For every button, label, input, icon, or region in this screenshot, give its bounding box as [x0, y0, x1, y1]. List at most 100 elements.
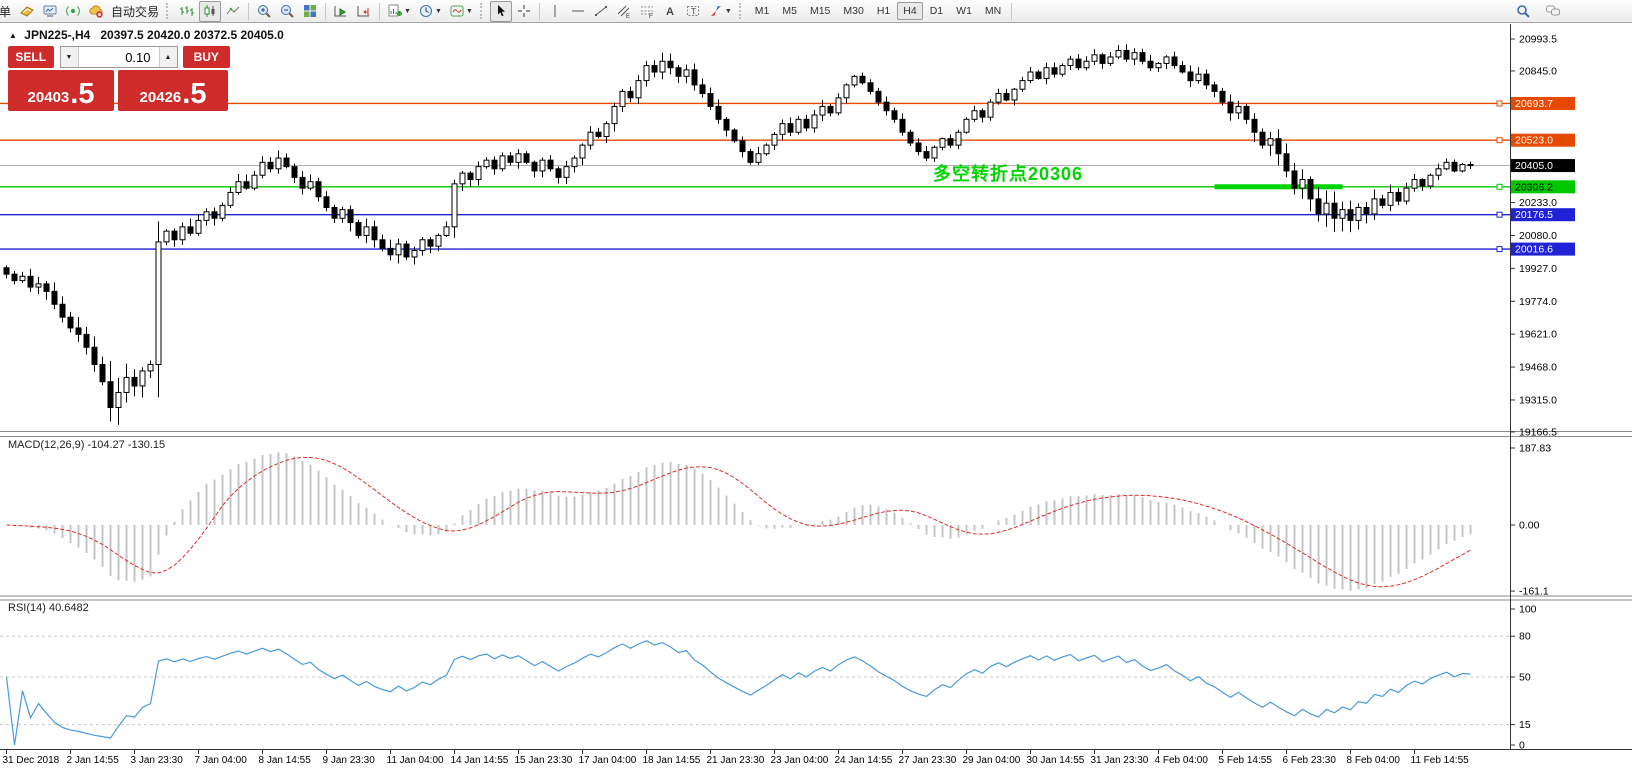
zoom-out-icon[interactable]	[276, 1, 298, 22]
toolbar-separator	[379, 2, 381, 20]
svg-text:29 Jan 04:00: 29 Jan 04:00	[963, 755, 1021, 766]
svg-text:T: T	[691, 7, 696, 16]
line-chart-icon[interactable]	[222, 1, 244, 22]
chat-icon[interactable]	[1542, 1, 1564, 22]
candlestick-chart-icon[interactable]	[199, 0, 222, 22]
buy-price-main: 20426	[139, 89, 182, 106]
svg-text:5 Feb 14:55: 5 Feb 14:55	[1219, 755, 1273, 766]
templates-icon[interactable]: ▼	[446, 1, 476, 22]
rsi-axis: 100 80 50 15 0	[1510, 604, 1537, 752]
svg-text:50: 50	[1519, 672, 1531, 684]
timeframe-h4[interactable]: H4	[897, 2, 923, 20]
horizontal-line-tool-icon[interactable]	[567, 1, 589, 22]
svg-text:18 Jan 14:55: 18 Jan 14:55	[643, 755, 701, 766]
svg-text:24 Jan 14:55: 24 Jan 14:55	[835, 755, 893, 766]
bar-chart-icon[interactable]	[176, 1, 198, 22]
arrows-tool-icon[interactable]: ▼	[705, 1, 735, 22]
history-book-icon[interactable]	[16, 1, 38, 22]
toolbar-separator	[248, 2, 250, 20]
chart-title: ▲ JPN225-,H4 20397.5 20420.0 20372.5 204…	[9, 28, 284, 42]
svg-text:20016.6: 20016.6	[1515, 244, 1553, 256]
sell-button[interactable]: SELL	[8, 46, 54, 68]
svg-text:27 Jan 23:30: 27 Jan 23:30	[899, 755, 957, 766]
sell-price-frac: .5	[70, 78, 95, 110]
svg-text:8 Feb 04:00: 8 Feb 04:00	[1347, 755, 1401, 766]
svg-text:17 Jan 04:00: 17 Jan 04:00	[579, 755, 637, 766]
toolbar-grip	[479, 3, 485, 19]
toolbar-separator	[325, 2, 327, 20]
price-axis: 20993.5 20845.0 20233.0 20080.0 19927.0 19774…	[1510, 34, 1557, 438]
svg-text:4 Feb 04:00: 4 Feb 04:00	[1155, 755, 1209, 766]
tile-windows-icon[interactable]	[299, 1, 321, 22]
periods-clock-icon[interactable]: ▼	[415, 1, 445, 22]
timeframe-mn[interactable]: MN	[984, 5, 1002, 17]
svg-text:-161.1: -161.1	[1519, 586, 1549, 598]
svg-text:8 Jan 14:55: 8 Jan 14:55	[259, 755, 312, 766]
svg-text:F: F	[649, 14, 653, 19]
signal-icon[interactable]	[62, 1, 84, 22]
volume-decrease-button[interactable]: ▼	[60, 47, 79, 67]
sell-price-button[interactable]: 20403 .5	[8, 70, 114, 111]
buy-button[interactable]: BUY	[182, 46, 230, 68]
svg-text:15 Jan 23:30: 15 Jan 23:30	[515, 755, 573, 766]
chart-menu-icon[interactable]: ▲	[9, 31, 17, 40]
timeframe-h1[interactable]: H1	[876, 5, 891, 17]
svg-text:31 Jan 23:30: 31 Jan 23:30	[1091, 755, 1149, 766]
svg-text:31 Dec 2018: 31 Dec 2018	[3, 755, 60, 766]
chart-shift-icon[interactable]	[353, 1, 375, 22]
svg-text:20080.0: 20080.0	[1519, 230, 1557, 242]
svg-text:20306.2: 20306.2	[1515, 181, 1553, 193]
svg-text:E: E	[626, 14, 630, 19]
text-label-tool-icon[interactable]: T	[682, 1, 704, 22]
svg-text:20523.0: 20523.0	[1515, 135, 1553, 147]
timeframe-w1[interactable]: W1	[956, 5, 972, 17]
trendline-tool-icon[interactable]	[590, 1, 612, 22]
macd-pane	[6, 452, 1472, 591]
volume-input[interactable]	[78, 47, 159, 67]
buy-price-button[interactable]: 20426 .5	[118, 70, 228, 111]
new-chart-icon[interactable]: ▼	[384, 1, 414, 22]
macd-indicator-label: MACD(12,26,9) -104.27 -130.15	[8, 439, 166, 451]
one-click-trading-panel: SELL ▼ ▲ BUY 20403 .5 20426 .5	[8, 46, 230, 111]
search-icon[interactable]	[1512, 1, 1534, 22]
toolbar-grip	[738, 3, 744, 19]
cursor-icon[interactable]	[489, 0, 512, 22]
timeframe-m1[interactable]: M1	[754, 5, 770, 17]
svg-text:30 Jan 14:55: 30 Jan 14:55	[1027, 755, 1085, 766]
svg-text:19166.5: 19166.5	[1519, 426, 1557, 438]
new-order-button[interactable]: 单	[0, 4, 12, 19]
vertical-line-tool-icon[interactable]	[544, 1, 566, 22]
zoom-in-icon[interactable]	[253, 1, 275, 22]
channel-tool-icon[interactable]: E	[613, 1, 635, 22]
svg-text:20693.7: 20693.7	[1515, 98, 1553, 110]
text-tool-icon[interactable]: A	[659, 1, 681, 22]
auto-trading-button[interactable]: 自动交易	[111, 4, 160, 19]
svg-text:19927.0: 19927.0	[1519, 263, 1557, 275]
svg-text:80: 80	[1519, 631, 1531, 643]
terminal-icon[interactable]	[39, 1, 61, 22]
volume-increase-button[interactable]: ▲	[158, 47, 177, 67]
fibonacci-tool-icon[interactable]: F	[636, 1, 658, 22]
crosshair-icon[interactable]	[513, 1, 535, 22]
svg-text:20993.5: 20993.5	[1519, 34, 1557, 46]
svg-text:A: A	[666, 6, 674, 18]
auto-scroll-icon[interactable]	[330, 1, 352, 22]
timeframe-m30[interactable]: M30	[843, 5, 864, 17]
buy-price-frac: .5	[182, 78, 207, 110]
sell-price-main: 20403	[27, 89, 70, 106]
timeframe-d1[interactable]: D1	[929, 5, 944, 17]
timeframe-m5[interactable]: M5	[782, 5, 797, 17]
rsi-indicator-label: RSI(14) 40.6482	[8, 602, 89, 614]
svg-text:19621.0: 19621.0	[1519, 329, 1557, 341]
svg-text:7 Jan 04:00: 7 Jan 04:00	[195, 755, 248, 766]
timeframe-m15[interactable]: M15	[809, 5, 831, 17]
svg-text:19315.0: 19315.0	[1519, 394, 1557, 406]
chart-symbol-period: JPN225-,H4	[24, 28, 91, 42]
svg-text:15: 15	[1519, 719, 1531, 731]
svg-text:20845.0: 20845.0	[1519, 65, 1557, 77]
toolbar-grip	[166, 3, 171, 19]
svg-text:6 Feb 23:30: 6 Feb 23:30	[1283, 755, 1337, 766]
autotrade-cloud-icon[interactable]	[85, 1, 107, 22]
